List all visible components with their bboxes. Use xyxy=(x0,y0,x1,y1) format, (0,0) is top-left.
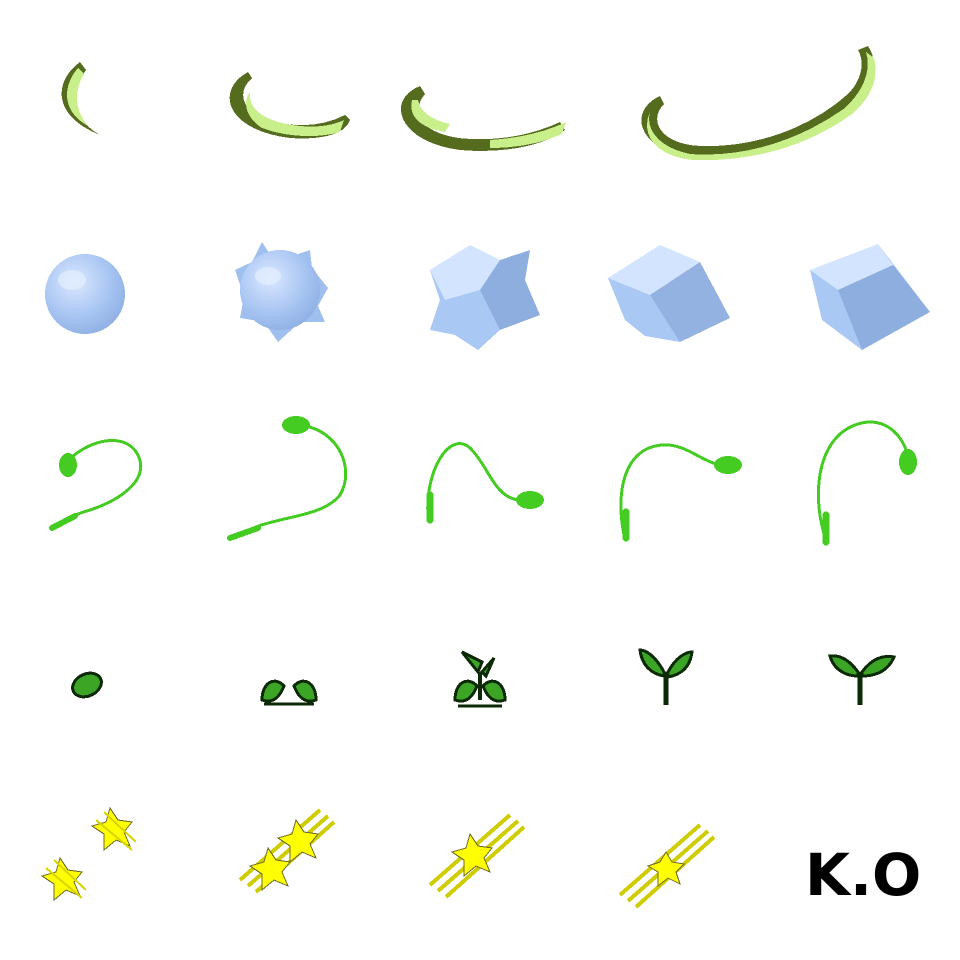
vine-whip-row xyxy=(61,46,876,161)
ice-cube-frame-1 xyxy=(45,254,125,334)
vine-tendril-frame-1 xyxy=(49,439,142,531)
vine-whip-frame-4 xyxy=(641,46,876,161)
seed-sprout-frame-4 xyxy=(638,648,694,705)
seed-sprout-row xyxy=(71,648,897,708)
sparkle-beam-frame-2 xyxy=(238,808,336,894)
ice-cube-row xyxy=(45,242,930,350)
seed-sprout-frame-3 xyxy=(453,650,507,708)
seed-sprout-frame-1 xyxy=(71,671,103,699)
ice-cube-frame-5 xyxy=(810,244,930,350)
seed-sprout-frame-5 xyxy=(828,654,897,705)
vine-tendril-frame-4 xyxy=(619,443,742,542)
seed-sprout-frame-2 xyxy=(260,679,318,706)
vine-tendril-frame-3 xyxy=(426,442,544,524)
vine-tendril-frame-5 xyxy=(816,420,917,546)
ice-cube-frame-4 xyxy=(608,245,730,342)
vine-whip-frame-1 xyxy=(61,62,100,135)
sparkle-beam-frame-4 xyxy=(618,823,716,909)
ice-cube-frame-3 xyxy=(430,245,540,350)
vine-whip-frame-3 xyxy=(400,86,566,151)
vine-tendril-row xyxy=(49,416,917,546)
sparkle-beam-row: K.O xyxy=(40,806,921,909)
sparkle-beam-frame-3 xyxy=(428,813,526,899)
ice-cube-frame-2 xyxy=(235,242,328,342)
sparkle-beam-frame-1 xyxy=(40,806,137,902)
vine-tendril-frame-2 xyxy=(227,416,348,541)
ko-label: K.O xyxy=(805,841,921,909)
vine-whip-frame-2 xyxy=(229,72,350,139)
